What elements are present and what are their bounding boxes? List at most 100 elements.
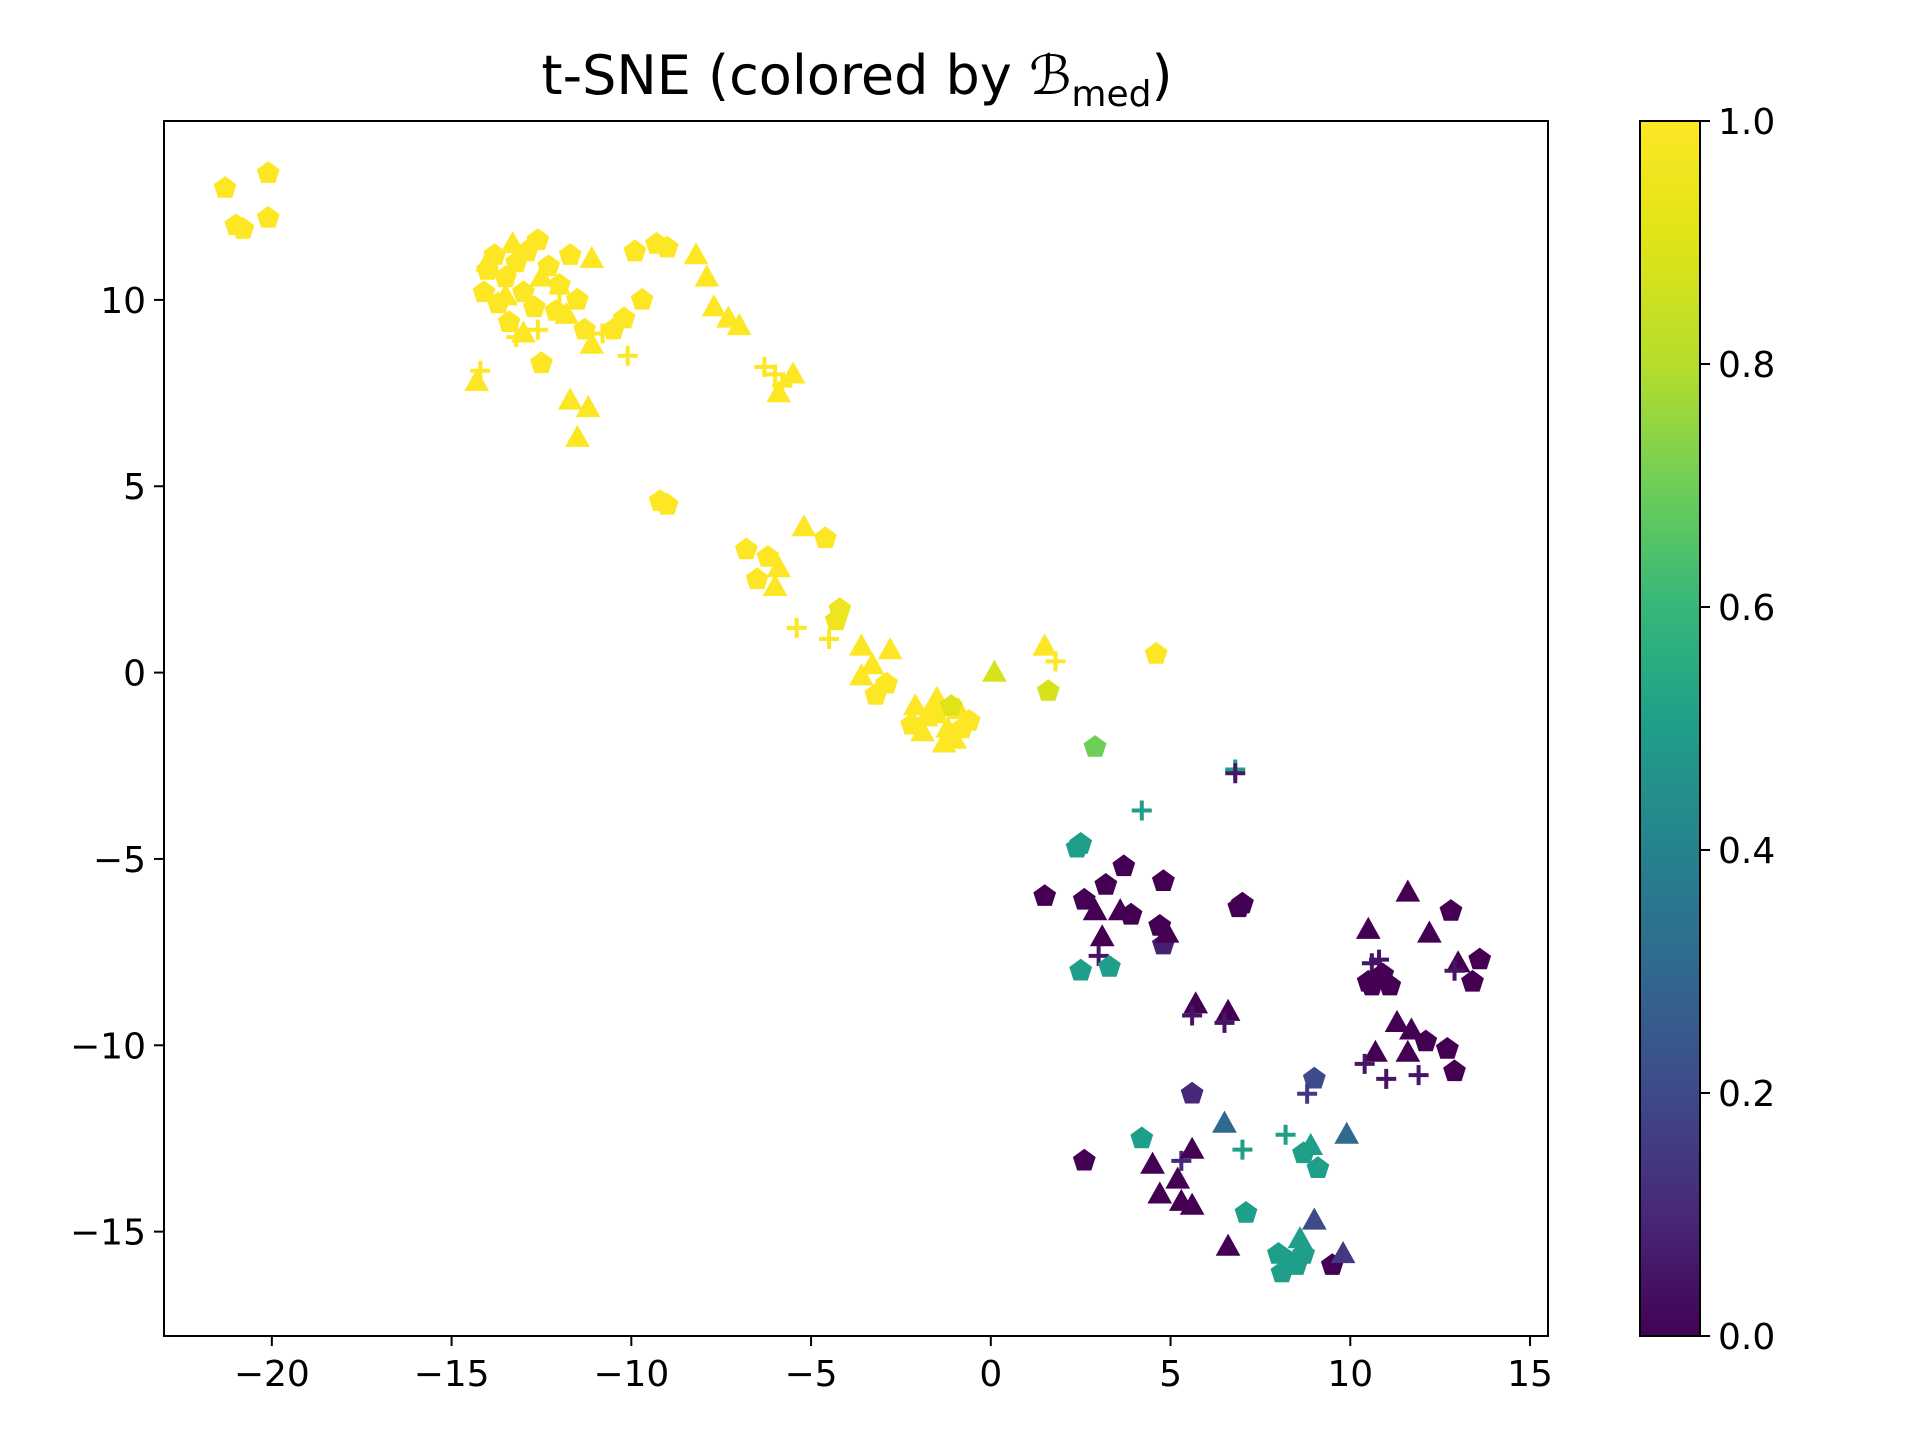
triangle-marker <box>529 264 554 287</box>
pentagon-marker <box>1234 1201 1258 1223</box>
plus-marker <box>765 364 786 385</box>
pentagon-marker <box>1180 1081 1204 1104</box>
triangle-marker <box>1032 633 1058 656</box>
colorbar-tick-label: 0.6 <box>1718 588 1775 629</box>
y-tick-label: −5 <box>93 840 146 881</box>
pentagon-marker <box>1292 1141 1315 1164</box>
pentagon-marker <box>1435 1037 1459 1059</box>
pentagon-marker <box>1227 895 1251 918</box>
pentagon-marker <box>1065 835 1089 858</box>
pentagon-marker <box>1468 947 1492 970</box>
triangle-marker <box>849 633 874 656</box>
y-tick-label: 0 <box>123 654 146 695</box>
pentagon-marker <box>1151 869 1175 891</box>
triangle-marker <box>1302 1207 1327 1230</box>
pentagon-marker <box>745 567 769 590</box>
pentagon-marker <box>1112 854 1136 877</box>
pentagon-marker <box>1144 642 1168 664</box>
triangle-marker <box>1147 1181 1173 1204</box>
plus-marker <box>1354 1053 1375 1074</box>
y-tick-label: −15 <box>70 1213 146 1254</box>
pentagon-marker <box>526 228 550 250</box>
triangle-marker <box>1215 998 1241 1021</box>
triangle-marker <box>500 231 525 254</box>
pentagon-marker <box>623 239 647 262</box>
triangle-marker <box>1179 1136 1205 1159</box>
pentagon-marker <box>939 694 963 716</box>
triangle-marker <box>1384 1009 1410 1032</box>
triangle-marker <box>726 313 752 336</box>
plus-marker <box>527 319 548 340</box>
triangle-marker <box>464 368 490 391</box>
scatter-points <box>213 161 1492 1283</box>
triangle-marker <box>579 245 605 268</box>
title-symbol: ℬ <box>1029 44 1071 107</box>
triangle-marker <box>762 573 788 596</box>
triangle-marker <box>780 361 806 384</box>
triangle-marker <box>1165 1166 1191 1189</box>
pentagon-marker <box>824 608 848 631</box>
pentagon-marker <box>213 176 237 198</box>
x-tick-label: −5 <box>785 1354 838 1395</box>
x-tick-label: −10 <box>593 1354 669 1395</box>
triangle-marker <box>575 395 601 418</box>
x-tick-label: 15 <box>1507 1354 1553 1395</box>
plus-marker <box>819 629 840 650</box>
pentagon-marker <box>756 545 780 567</box>
pentagon-marker <box>573 317 596 340</box>
pentagon-marker <box>1083 735 1107 757</box>
pentagon-marker <box>1360 973 1384 996</box>
pentagon-marker <box>950 716 974 739</box>
triangle-marker <box>1089 924 1115 947</box>
pentagon-marker <box>512 280 535 303</box>
plus-marker <box>1045 651 1066 672</box>
pentagon-marker <box>566 287 589 310</box>
triangle-marker <box>1140 1151 1165 1174</box>
pentagon-marker <box>864 683 888 705</box>
x-tick-label: 0 <box>979 1354 1002 1395</box>
pentagon-marker <box>1130 1126 1154 1149</box>
triangle-marker <box>982 659 1007 682</box>
plus-marker <box>1408 1065 1429 1086</box>
triangle-marker <box>766 380 792 403</box>
colorbar-tick-label: 0.8 <box>1718 345 1775 386</box>
pentagon-marker <box>1069 958 1093 981</box>
plus-marker <box>506 327 527 348</box>
pentagon-marker <box>655 492 679 515</box>
plus-marker <box>1297 1083 1318 1104</box>
pentagon-marker <box>1439 899 1463 921</box>
y-tick-label: −10 <box>70 1026 146 1067</box>
x-tick-label: 5 <box>1159 1354 1182 1395</box>
triangle-marker <box>1417 920 1442 943</box>
triangle-marker <box>910 719 935 742</box>
plus-marker <box>1275 1124 1296 1145</box>
triangle-marker <box>1154 920 1180 943</box>
plus-marker <box>1171 1150 1192 1171</box>
triangle-marker <box>1107 898 1133 921</box>
pentagon-marker <box>1378 973 1402 996</box>
triangle-marker <box>1330 1241 1356 1264</box>
pentagon-marker <box>558 243 582 265</box>
plus-marker <box>1088 945 1109 966</box>
plot-area-frame <box>163 120 1549 1337</box>
plus-marker <box>1444 960 1465 981</box>
plus-marker <box>1225 763 1246 784</box>
triangle-marker <box>579 331 605 354</box>
plus-marker <box>549 282 570 303</box>
x-tick-label: −20 <box>234 1354 310 1395</box>
pentagon-marker <box>1072 887 1096 910</box>
triangle-marker <box>849 663 874 686</box>
triangle-marker <box>1334 1121 1359 1144</box>
pentagon-marker <box>900 712 924 735</box>
pentagon-marker <box>1098 955 1121 977</box>
pentagon-marker <box>256 161 280 183</box>
triangle-marker <box>1183 991 1209 1014</box>
x-tick-label: −15 <box>414 1354 490 1395</box>
pentagon-marker <box>655 235 679 258</box>
pentagon-marker <box>1292 1242 1315 1264</box>
triangle-marker <box>1445 950 1471 973</box>
triangle-marker <box>565 424 590 447</box>
pentagon-marker <box>1036 679 1060 701</box>
colorbar <box>1639 120 1701 1337</box>
